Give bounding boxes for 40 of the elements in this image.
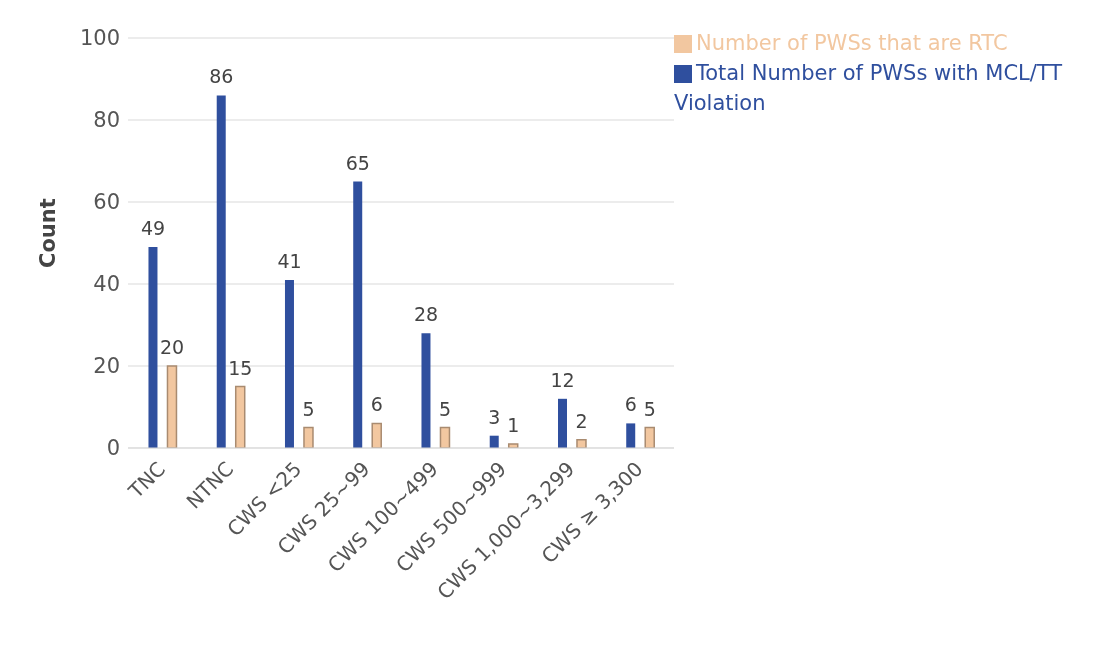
y-tick-label: 100 (79, 26, 120, 51)
data-label: 20 (159, 336, 185, 358)
data-label: 41 (277, 249, 302, 272)
bar (371, 422, 382, 448)
y-tick-label: 40 (93, 272, 120, 297)
y-tick-label: 60 (93, 190, 120, 215)
bar (439, 426, 451, 448)
data-label: 5 (643, 397, 656, 420)
data-label: 15 (228, 356, 253, 379)
legend-label: Number of PWSs that are RTC (696, 31, 1008, 55)
data-label: 1 (507, 413, 520, 436)
legend-label: Total Number of PWSs with MCL/TT Violation (674, 61, 1063, 115)
bar (166, 365, 178, 448)
data-label: 86 (209, 65, 234, 88)
bar (576, 439, 587, 448)
bar (148, 247, 158, 448)
data-label: 6 (370, 393, 383, 416)
data-label: 65 (345, 151, 370, 174)
bar (644, 426, 655, 448)
bar (216, 95, 226, 448)
data-label: 12 (550, 368, 575, 391)
bar (353, 181, 363, 448)
y-axis-title: Count (36, 198, 61, 268)
data-label: 6 (624, 393, 637, 416)
x-tick-label: TNC (123, 456, 170, 504)
y-tick-label: 20 (93, 354, 120, 379)
bar (234, 385, 246, 448)
data-label: 49 (140, 217, 166, 240)
bar (284, 279, 294, 448)
data-label: 5 (438, 397, 452, 420)
data-label: 3 (488, 405, 501, 428)
y-tick-label: 80 (93, 108, 120, 133)
y-tick-label: 0 (106, 436, 120, 461)
data-label: 28 (413, 303, 439, 326)
bar (421, 333, 431, 448)
bar (303, 426, 314, 448)
data-label: 2 (575, 409, 588, 432)
bar (557, 398, 567, 448)
data-label: 5 (302, 397, 315, 420)
bar (626, 423, 636, 448)
